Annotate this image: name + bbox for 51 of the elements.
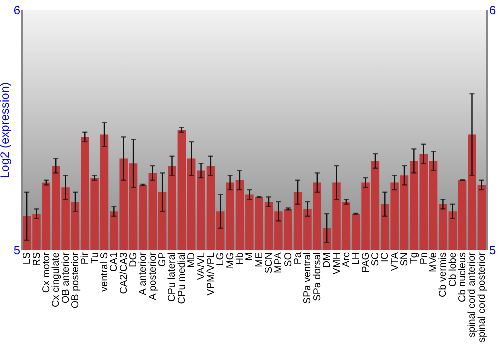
x-tick-label: Tg	[409, 252, 420, 264]
x-tick-label: GP	[158, 252, 169, 267]
x-tick-label: CPu lateral	[167, 252, 178, 302]
x-tick-label: OB posterior	[70, 252, 82, 309]
x-tick-label: Cb nucleus	[458, 252, 469, 303]
x-tick-label: Cx cingulate	[51, 252, 62, 308]
x-tick-label: RS	[32, 252, 43, 266]
x-tick-label: Arc	[341, 252, 352, 268]
x-tick-label: LH	[351, 252, 362, 266]
x-tick-label: Tu	[90, 252, 101, 264]
x-tick-label: MPA	[274, 252, 285, 274]
x-tick-label: MVe	[428, 252, 440, 273]
y2-tick-label: 6	[490, 4, 496, 18]
x-tick-label: ME	[254, 252, 266, 268]
x-tick-label: spinal cord posterior	[476, 252, 488, 343]
x-tick-label: VTA	[390, 252, 401, 272]
x-tick-label: Cb lobe	[448, 252, 459, 287]
x-tick-label: OB anterior	[60, 252, 72, 304]
x-tick-label: Pa	[293, 252, 304, 265]
x-tick-label: SO	[283, 252, 294, 267]
x-tick-label: Pn	[418, 252, 430, 265]
x-tick-label: CPu medial	[176, 252, 188, 304]
x-tick-label: LS	[22, 252, 34, 265]
x-tick-label: VPM/VPL	[206, 252, 217, 296]
x-tick-label: DM	[322, 252, 334, 268]
x-tick-label: SC	[370, 252, 382, 266]
x-tick-label: MG	[225, 252, 236, 269]
x-tick-label: DG	[128, 252, 140, 268]
x-tick-label: ventral S	[100, 252, 110, 292]
y2-tick-label: 5	[490, 244, 496, 258]
x-tick-label: LG	[216, 252, 227, 266]
x-tick-label: CA1	[109, 252, 120, 272]
x-tick-label: PAG	[360, 252, 372, 273]
x-tick-label: M	[244, 252, 256, 261]
x-tick-label: SPa ventral	[302, 252, 314, 304]
x-tick-label: Cb vermis	[438, 252, 450, 298]
x-tick-label: SCN	[264, 252, 276, 274]
x-tick-label: Hb	[234, 252, 246, 266]
x-tick-label: VA/VL	[196, 252, 208, 280]
x-tick-label: SPa dorsal	[312, 252, 324, 302]
x-tick-label: Cx motor	[41, 252, 52, 294]
x-tick-label: spinal cord anterior	[467, 252, 478, 338]
x-tick-label: A posterior	[148, 252, 159, 300]
x-tick-label: A anterior	[138, 252, 150, 296]
x-tick-label: MD	[186, 252, 198, 268]
x-tick-label: SN	[400, 252, 410, 266]
x-tick-label: Pir	[80, 252, 92, 265]
x-tick-label: IC	[380, 252, 392, 262]
x-tick-label: VMH	[332, 252, 343, 275]
y-axis-title: Log2 (expression)	[0, 82, 12, 179]
x-tick-label: CA2/CA3	[118, 252, 130, 294]
